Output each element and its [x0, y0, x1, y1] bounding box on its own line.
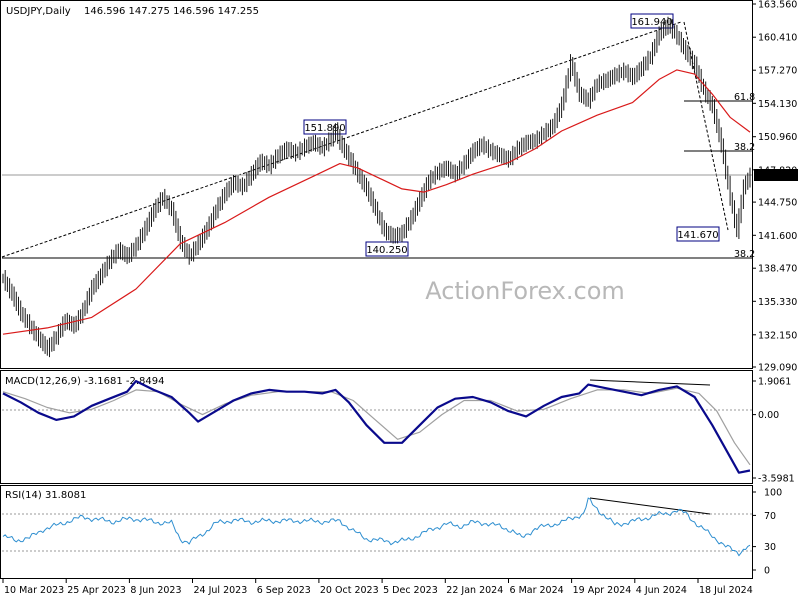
price-y-tick-label: 141.600 — [758, 231, 797, 242]
x-tick-label: 25 Apr 2023 — [67, 585, 126, 596]
x-tick-label: 18 Jul 2024 — [699, 585, 753, 596]
rsi-line — [2, 497, 751, 557]
x-tick-label: 4 Jun 2024 — [636, 585, 687, 596]
price-y-tick-label: 135.330 — [758, 297, 797, 308]
price-label-141670: 141.670 — [677, 230, 718, 241]
fib-label-38-2-upper: 38.2 — [734, 142, 755, 153]
price-y-tick-label: 138.470 — [758, 264, 797, 275]
price-series-line-2 — [2, 69, 751, 335]
price-y-tick-label: 160.410 — [758, 33, 797, 44]
price-label-box-161940 — [630, 13, 674, 29]
price-y-tick-label: 157.270 — [758, 66, 797, 77]
drop-trendline — [683, 21, 729, 231]
price-label-161940: 161.940 — [631, 17, 672, 28]
price-y-tick-label: 163.560 — [758, 0, 797, 11]
price-label-box-141670 — [676, 226, 720, 242]
macd-y-tick-label: -3.5981 — [758, 474, 795, 485]
current-price-value: 147.255 — [757, 171, 796, 182]
x-axis: 10 Mar 2023 25 Apr 2023 8 Jun 2023 24 Jul 2… — [2, 579, 753, 596]
price-y-axis: 163.560 160.410 157.270 154.130 150.960 147.8… — [752, 0, 797, 374]
rsi-y-tick-label: 70 — [764, 511, 776, 522]
rsi-y-tick-label: 100 — [764, 488, 782, 499]
rsi-series-group — [2, 497, 751, 557]
watermark: ActionForex.com — [425, 277, 625, 305]
price-y-tick-label: 154.130 — [758, 99, 797, 110]
macd-y-tick-label: 0.00 — [758, 410, 779, 421]
x-tick-label: 6 Mar 2024 — [510, 585, 564, 596]
price-label-151890: 151.890 — [304, 123, 345, 134]
rsi-header: RSI(14) 31.8081 — [5, 490, 86, 501]
fib-label-38-2-lower: 38.2 — [734, 249, 755, 260]
x-tick-label: 19 Apr 2024 — [573, 585, 632, 596]
rsi-y-tick-label: 0 — [764, 566, 770, 577]
macd-divergence-line — [589, 379, 711, 386]
price-label-box-140250 — [365, 241, 409, 257]
macd-header: MACD(12,26,9) -3.1681 -2.8494 — [5, 376, 165, 387]
rsi-pane-frame — [0, 485, 753, 579]
macd-signal-line — [2, 387, 751, 466]
price-header-symbol: USDJPY,Daily — [6, 6, 71, 17]
price-y-tick-label: 129.090 — [758, 363, 797, 374]
price-y-tick-label: 147.820 — [758, 165, 797, 176]
price-header-ohlc: 146.596 147.275 146.596 147.255 — [84, 6, 259, 17]
price-y-tick-label: 144.750 — [758, 198, 797, 209]
price-series-group — [2, 16, 751, 358]
rsi-y-axis: 100 70 30 0 — [752, 488, 782, 577]
macd-series-group — [2, 380, 751, 474]
macd-y-tick-label: 1.9061 — [758, 377, 791, 388]
macd-y-axis: 1.9061 0.00 -3.5981 — [752, 377, 795, 485]
x-tick-label: 10 Mar 2023 — [4, 585, 64, 596]
rsi-divergence-line — [589, 497, 711, 515]
price-y-tick-label: 132.150 — [758, 330, 797, 341]
x-tick-label: 6 Sep 2023 — [257, 585, 311, 596]
price-label-140250: 140.250 — [366, 245, 407, 256]
macd-line — [2, 380, 751, 474]
macd-pane-frame — [0, 370, 753, 484]
x-tick-label: 20 Oct 2023 — [320, 585, 379, 596]
x-tick-label: 5 Dec 2023 — [383, 585, 438, 596]
rsi-y-tick-label: 30 — [764, 542, 776, 553]
rsi-pane — [2, 497, 752, 557]
fib-label-61-8: 61.8 — [734, 92, 755, 103]
x-tick-label: 22 Jan 2024 — [446, 585, 503, 596]
macd-pane — [2, 379, 752, 474]
price-pane-frame — [0, 0, 753, 369]
current-price-marker — [754, 169, 798, 181]
x-tick-label: 24 Jul 2023 — [194, 585, 248, 596]
price-y-tick-label: 150.960 — [758, 132, 797, 143]
x-tick-label: 8 Jun 2023 — [130, 585, 181, 596]
